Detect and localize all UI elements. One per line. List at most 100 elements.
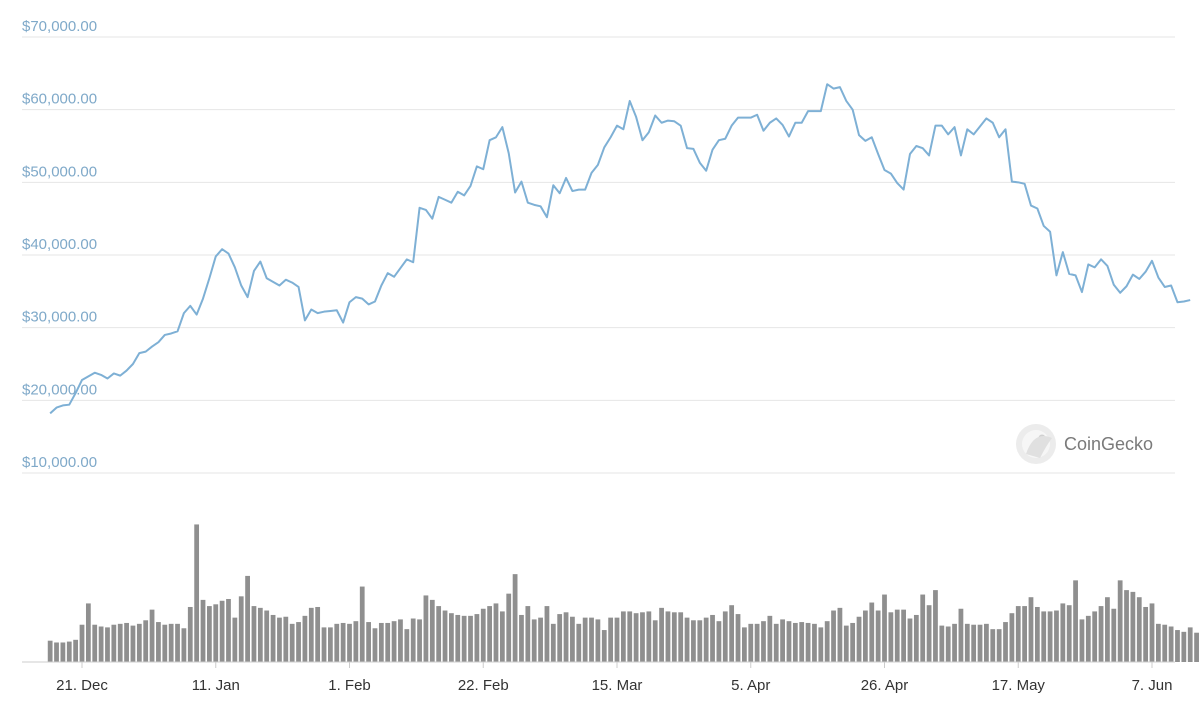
volume-bar	[149, 609, 155, 662]
price-point	[482, 168, 484, 170]
price-point	[189, 305, 191, 307]
volume-bar	[799, 622, 805, 662]
volume-bar	[385, 622, 391, 662]
price-point	[151, 345, 153, 347]
volume-bar	[270, 614, 276, 662]
volume-bar	[398, 619, 403, 662]
price-point	[692, 148, 694, 150]
volume-bar	[703, 617, 709, 663]
volume-bar	[187, 606, 193, 662]
volume-bar	[251, 606, 257, 662]
price-point	[272, 281, 274, 283]
x-axis-labels: 21. Dec 11. Jan 1. Feb 22. Feb 15. Mar 5. Apr…	[56, 662, 1172, 694]
price-point	[469, 185, 471, 187]
volume-bar	[54, 642, 59, 663]
price-point	[966, 128, 968, 130]
price-point	[533, 204, 535, 206]
volume-bar	[863, 610, 868, 662]
volume-bar	[1022, 606, 1027, 662]
price-point	[934, 124, 936, 126]
price-point	[737, 116, 739, 118]
volume-bar	[334, 623, 340, 662]
price-point	[106, 377, 108, 379]
price-point	[730, 124, 732, 126]
price-point	[501, 126, 503, 128]
volume-bar	[359, 586, 365, 662]
volume-bar	[640, 612, 645, 662]
volume-bar	[417, 619, 422, 662]
price-point	[488, 139, 490, 141]
volume-bar	[652, 620, 658, 662]
volume-bar	[761, 621, 766, 662]
price-point	[68, 403, 70, 405]
volume-bar	[850, 622, 856, 662]
volume-bar	[468, 615, 473, 662]
price-point	[304, 319, 306, 321]
volume-bar	[162, 624, 168, 662]
price-point	[1055, 274, 1057, 276]
price-point	[62, 404, 64, 406]
volume-bar	[143, 620, 149, 662]
volume-bar	[659, 607, 664, 662]
price-point	[992, 122, 994, 124]
price-point	[1100, 258, 1102, 260]
y-tick-label: $40,000.00	[22, 236, 97, 253]
price-point	[915, 145, 917, 147]
volume-bar	[735, 614, 741, 663]
volume-bar	[105, 627, 110, 662]
price-point	[667, 119, 669, 121]
volume-bar	[894, 609, 900, 662]
volume-bar	[716, 621, 722, 662]
price-point	[285, 279, 287, 281]
price-point	[979, 125, 981, 127]
price-point	[1183, 300, 1185, 302]
volume-bar	[321, 627, 327, 662]
y-tick-label: $70,000.00	[22, 18, 97, 35]
price-point	[686, 147, 688, 149]
volume-bar	[1041, 611, 1047, 662]
volume-bar	[843, 625, 849, 662]
price-point	[1106, 265, 1108, 267]
volume-bar	[773, 623, 779, 662]
price-point	[705, 170, 707, 172]
volume-bar	[875, 610, 881, 662]
x-tick-label: 1. Feb	[328, 677, 371, 694]
volume-bar	[1054, 610, 1059, 662]
volume-bar	[130, 625, 136, 662]
price-point	[329, 310, 331, 312]
volume-bar	[289, 623, 295, 662]
volume-bar	[226, 598, 231, 662]
volume-bar	[442, 610, 448, 662]
volume-bar	[449, 613, 454, 662]
volume-bar	[939, 625, 945, 662]
price-point	[1023, 183, 1025, 185]
price-point	[877, 153, 879, 155]
price-point	[794, 122, 796, 124]
volume-bar	[1162, 624, 1168, 662]
volume-bar	[888, 612, 894, 662]
price-point	[495, 136, 497, 138]
volume-bar	[665, 611, 671, 662]
volume-bar	[1003, 622, 1008, 662]
volume-bar	[1194, 632, 1199, 662]
volume-bar	[156, 622, 161, 662]
price-point	[1043, 225, 1045, 227]
price-point	[1062, 251, 1064, 253]
price-point	[431, 217, 433, 219]
gecko-logo-icon	[1016, 424, 1056, 464]
volume-bar	[729, 605, 735, 662]
volume-bar	[697, 620, 703, 662]
price-point	[310, 308, 312, 310]
volume-bar	[168, 623, 174, 662]
volume-bar	[315, 606, 321, 662]
price-point	[941, 124, 943, 126]
price-point	[552, 184, 554, 186]
x-tick-label: 7. Jun	[1132, 677, 1173, 694]
volume-bar	[474, 614, 480, 663]
price-point	[546, 216, 548, 218]
volume-bar	[1015, 606, 1021, 662]
price-point	[845, 100, 847, 102]
price-point	[1068, 273, 1070, 275]
volume-bar	[913, 614, 919, 662]
volume-bar	[1155, 623, 1161, 662]
